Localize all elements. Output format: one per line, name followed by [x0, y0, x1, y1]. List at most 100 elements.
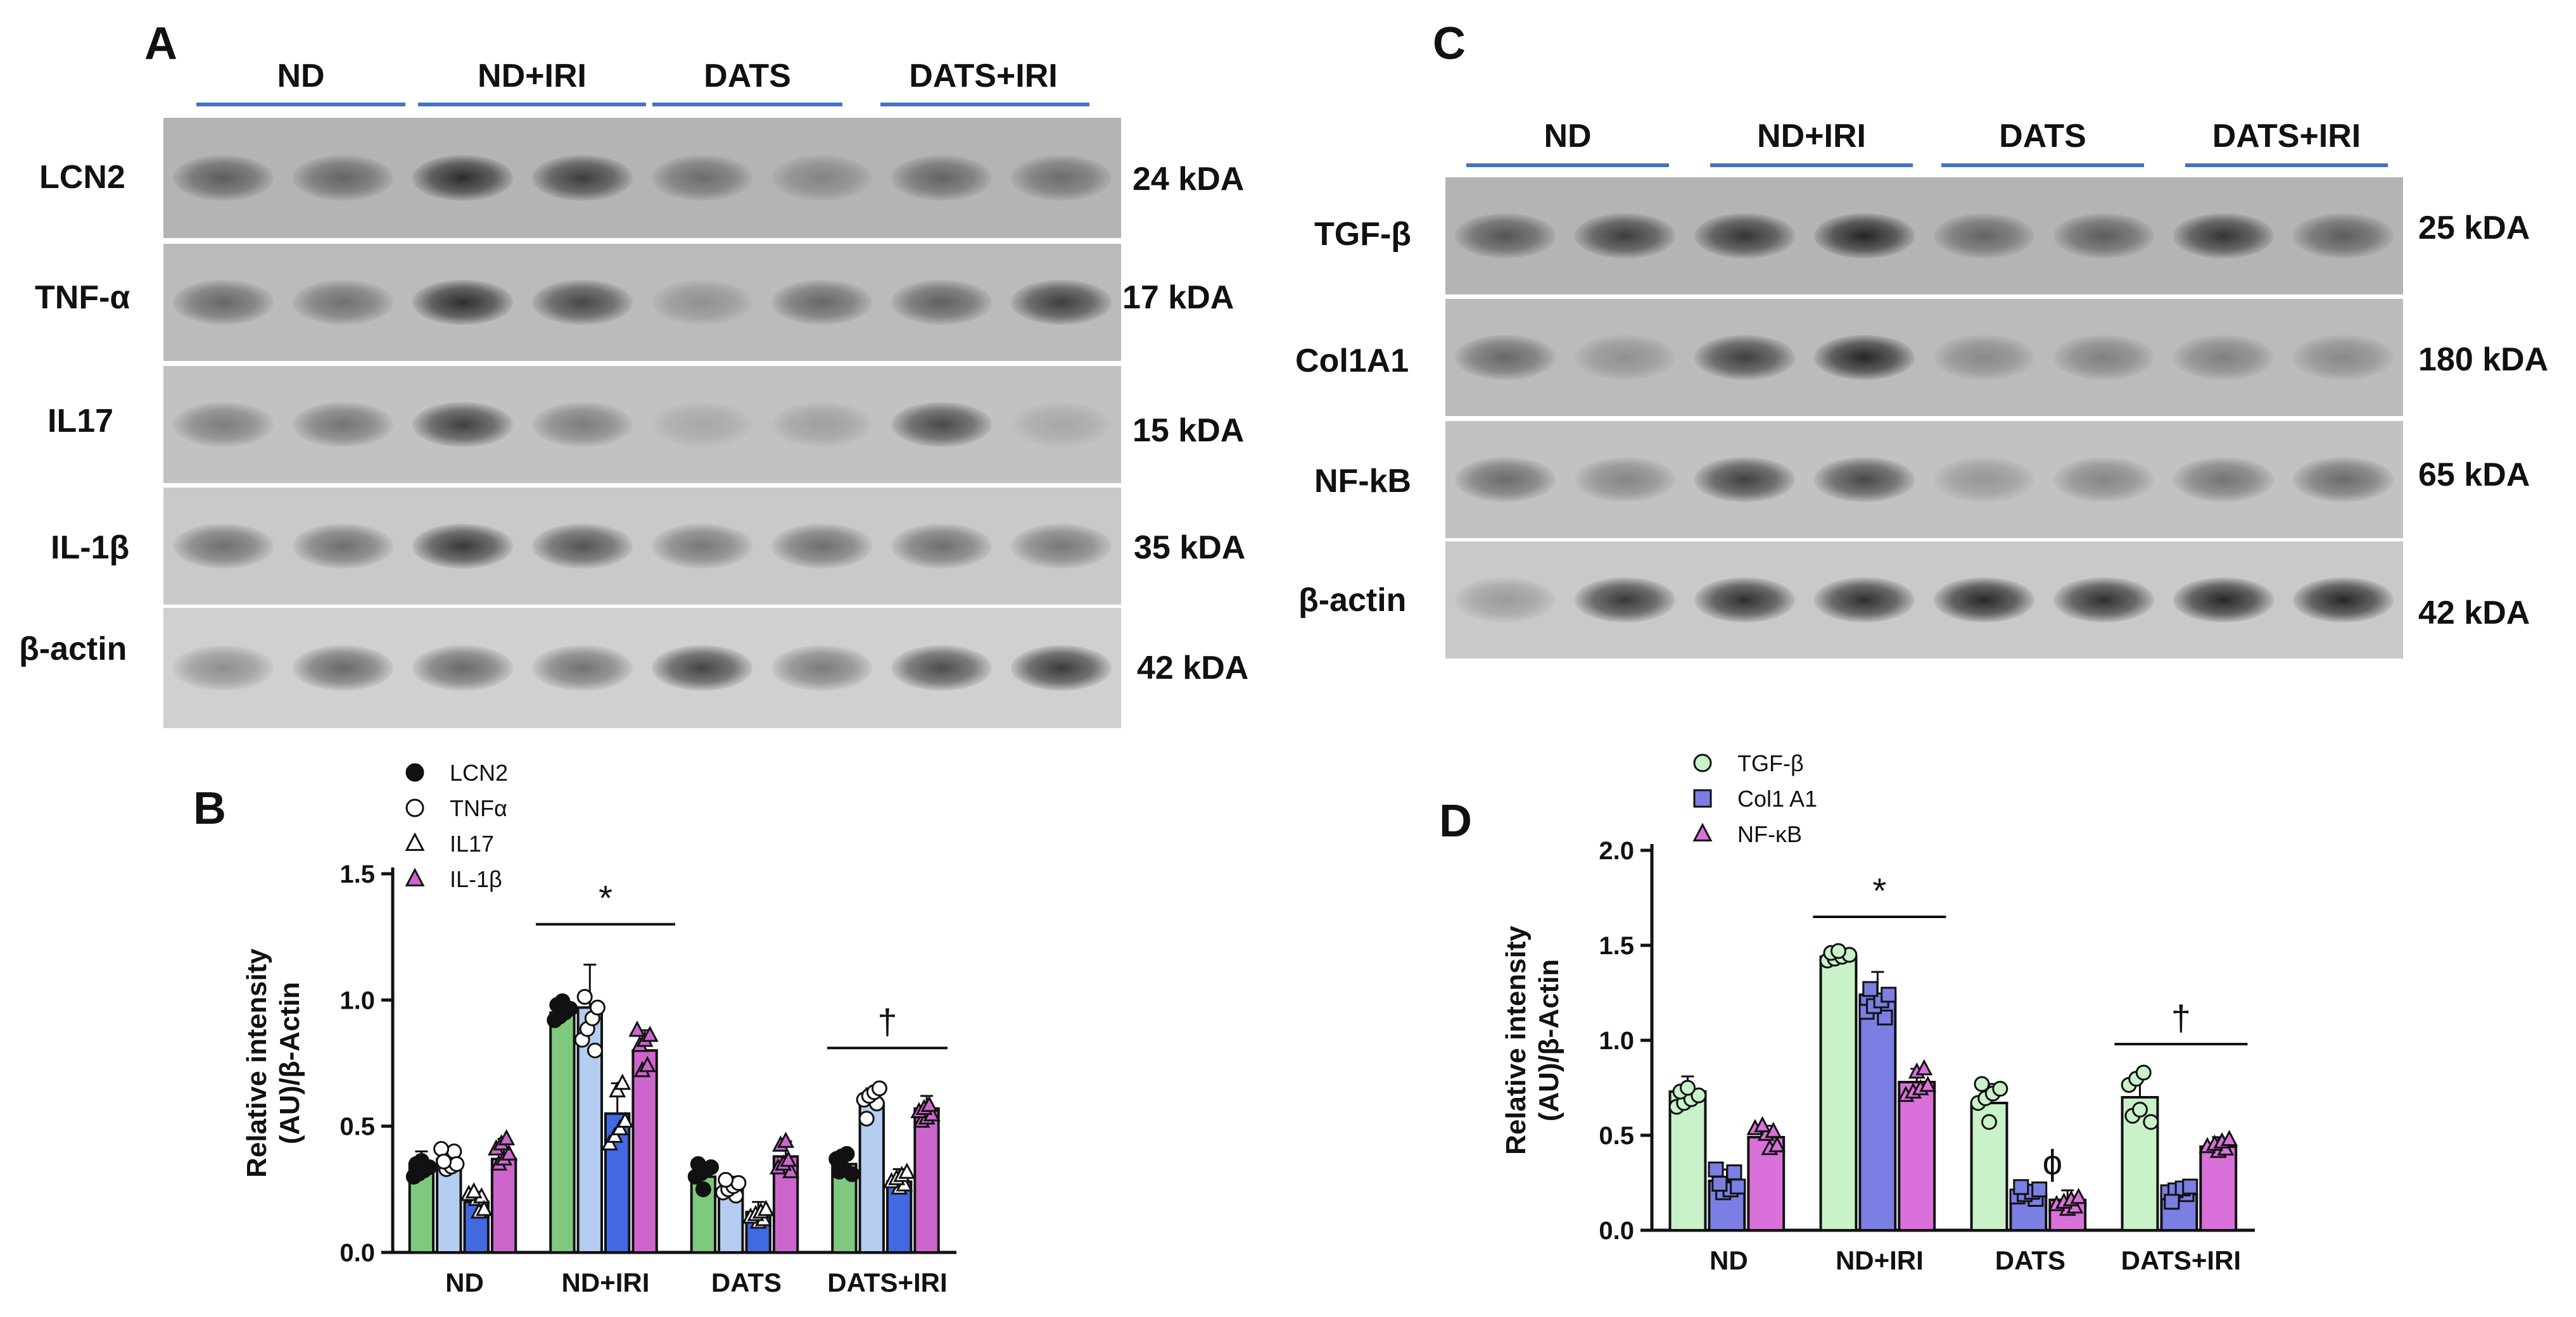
blot-band — [1011, 645, 1112, 691]
blot-c-row-label: Col1A1 — [1295, 343, 1409, 379]
blot-band — [1455, 577, 1556, 622]
y-axis-label: Relative intensity(AU)/β-Actin — [241, 948, 305, 1178]
blot-band — [2053, 577, 2154, 622]
blot-band — [2053, 213, 2154, 258]
data-point — [500, 1144, 518, 1161]
blot-band — [2293, 577, 2394, 622]
legend-label: TGF-β — [1737, 750, 1804, 776]
significance-marker: * — [599, 878, 612, 918]
x-tick-label: ND+IRI — [562, 1268, 650, 1297]
data-point — [2031, 1182, 2048, 1197]
blot-strip — [1445, 421, 2403, 538]
data-point — [628, 1020, 646, 1037]
bar — [1668, 1090, 1707, 1232]
blot-band — [891, 154, 992, 201]
blot-band — [1575, 213, 1675, 258]
blot-strip — [163, 608, 1121, 728]
y-tick-label: 0.5 — [339, 1113, 375, 1141]
blot-strip — [1445, 177, 2403, 294]
y-tick-label: 1.5 — [1599, 932, 1634, 960]
x-tick-label: DATS — [711, 1268, 782, 1297]
blot-band — [1934, 335, 2034, 380]
data-point — [898, 1163, 916, 1179]
data-point — [1992, 1081, 2008, 1097]
data-point — [1768, 1136, 1786, 1152]
data-point — [718, 1171, 734, 1188]
data-point — [405, 867, 425, 886]
blot-c-group-dats: DATS — [1999, 118, 2086, 154]
blot-a-kda-label: 24 kDA — [1133, 161, 1245, 198]
blot-a-row-label: IL-1β — [51, 529, 130, 566]
blot-strip — [163, 244, 1121, 361]
blot-band — [652, 154, 752, 201]
data-point — [1711, 1176, 1728, 1192]
blot-band — [412, 154, 513, 201]
blot-band — [1814, 213, 1915, 258]
data-point — [782, 1162, 800, 1178]
blot-a-group-line — [652, 103, 842, 106]
significance-marker: † — [2171, 998, 2191, 1038]
blot-c-group-nd-iri: ND+IRI — [1757, 118, 1866, 154]
data-point — [1692, 822, 1713, 841]
blot-band — [1814, 577, 1915, 622]
blot-a-kda-label: 17 kDA — [1122, 279, 1234, 316]
blot-band — [2173, 577, 2274, 622]
blot-c-kda-label: 42 kDA — [2418, 595, 2530, 631]
blot-band — [1934, 213, 2034, 258]
data-point — [2013, 1179, 2029, 1195]
data-point — [1730, 1178, 1746, 1195]
bar — [1898, 1081, 1936, 1232]
blot-band — [652, 280, 752, 325]
data-point — [641, 1025, 659, 1042]
data-point — [839, 1146, 855, 1163]
data-point — [780, 1150, 797, 1167]
blot-band — [173, 645, 274, 691]
y-tick-label: 1.5 — [339, 860, 375, 888]
blot-band — [1011, 280, 1112, 325]
panel-letter-d: D — [1439, 796, 1472, 847]
data-point — [1754, 1116, 1771, 1133]
blot-a-group-nd: ND — [277, 58, 325, 94]
blot-strip — [1445, 541, 2403, 658]
data-point — [871, 1080, 887, 1097]
data-point — [2143, 1114, 2159, 1130]
blot-band — [173, 402, 274, 447]
blot-band — [412, 402, 513, 447]
y-tick-label: 2.0 — [1599, 837, 1634, 865]
data-point — [475, 1199, 493, 1216]
blot-band — [1694, 335, 1795, 380]
blot-band — [412, 645, 513, 691]
blot-band — [2293, 213, 2394, 258]
x-tick-label: DATS — [1995, 1245, 2065, 1275]
y-tick-label: 0.0 — [339, 1239, 375, 1267]
blot-band — [891, 280, 992, 325]
blot-band — [652, 402, 752, 447]
significance-marker: † — [877, 1002, 897, 1042]
panel-letter-a: A — [144, 18, 177, 69]
blot-band — [771, 524, 872, 569]
blot-a-group-line — [418, 103, 646, 106]
blot-a-row-label: TNF-α — [35, 279, 130, 316]
blot-band — [1694, 213, 1795, 258]
data-point — [554, 993, 571, 1009]
blot-band — [771, 280, 872, 325]
blot-a-row-label: IL17 — [48, 403, 114, 439]
bar — [1819, 955, 1858, 1232]
data-point — [1974, 1076, 1990, 1092]
blot-band — [1934, 457, 2034, 502]
legend-label: TNFα — [450, 795, 507, 821]
blot-band — [532, 402, 633, 447]
data-point — [498, 1129, 516, 1145]
data-point — [609, 1081, 626, 1098]
legend-label: LCN2 — [450, 760, 508, 786]
data-point — [2182, 1178, 2198, 1195]
legend-label: IL17 — [450, 831, 494, 857]
blot-band — [1455, 457, 1556, 502]
blot-strip — [1445, 299, 2403, 416]
y-tick-label: 0.0 — [1599, 1217, 1634, 1245]
blot-band — [1455, 213, 1556, 258]
data-point — [405, 832, 425, 851]
data-point — [638, 1055, 656, 1073]
